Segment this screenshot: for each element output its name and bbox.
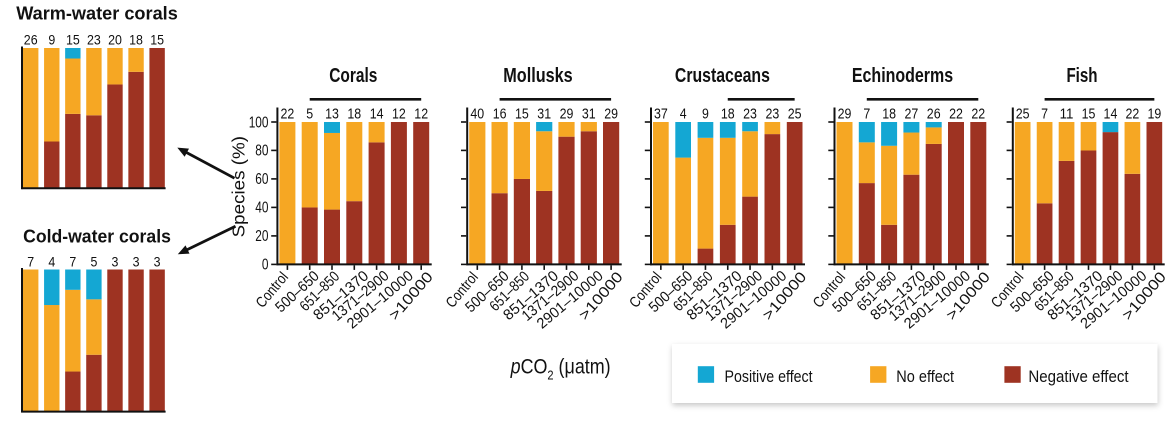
svg-text:40: 40	[255, 200, 268, 217]
svg-text:Cold-water corals: Cold-water corals	[23, 225, 171, 246]
svg-text:12: 12	[392, 106, 406, 122]
svg-text:100: 100	[249, 114, 269, 131]
svg-text:3: 3	[154, 253, 161, 269]
svg-text:Warm-water corals: Warm-water corals	[16, 3, 178, 24]
svg-text:37: 37	[654, 106, 668, 122]
svg-text:13: 13	[325, 106, 339, 122]
svg-text:14: 14	[1104, 106, 1118, 122]
svg-text:7: 7	[1041, 106, 1048, 122]
svg-text:18: 18	[882, 106, 896, 122]
svg-text:25: 25	[1016, 106, 1030, 122]
svg-text:23: 23	[743, 106, 757, 122]
svg-text:12: 12	[414, 106, 428, 122]
svg-text:31: 31	[582, 106, 596, 122]
svg-text:22: 22	[949, 106, 963, 122]
svg-text:20: 20	[108, 31, 122, 47]
svg-text:Positive effect: Positive effect	[725, 367, 813, 386]
svg-text:Negative effect: Negative effect	[1028, 367, 1128, 386]
svg-text:18: 18	[721, 106, 735, 122]
svg-text:Mollusks: Mollusks	[503, 65, 572, 87]
svg-text:9: 9	[702, 106, 709, 122]
svg-text:31: 31	[537, 106, 551, 122]
svg-text:23: 23	[87, 31, 101, 47]
svg-text:Species (%): Species (%)	[229, 136, 249, 237]
svg-text:22: 22	[281, 106, 295, 122]
svg-text:20: 20	[255, 228, 268, 245]
svg-text:7: 7	[27, 253, 34, 269]
svg-text:No effect: No effect	[896, 367, 954, 386]
svg-text:3: 3	[112, 253, 119, 269]
svg-text:40: 40	[470, 106, 484, 122]
svg-text:Crustaceans: Crustaceans	[675, 65, 770, 87]
svg-text:5: 5	[306, 106, 313, 122]
svg-text:9: 9	[48, 31, 55, 47]
svg-text:7: 7	[69, 253, 76, 269]
svg-text:25: 25	[788, 106, 802, 122]
svg-text:15: 15	[66, 31, 80, 47]
svg-text:23: 23	[765, 106, 779, 122]
svg-text:26: 26	[927, 106, 941, 122]
svg-text:Corals: Corals	[329, 65, 377, 87]
svg-text:18: 18	[347, 106, 361, 122]
svg-text:4: 4	[48, 253, 55, 269]
svg-text:22: 22	[1126, 106, 1140, 122]
svg-text:15: 15	[1082, 106, 1096, 122]
svg-text:pCO2 (μatm): pCO2 (μatm)	[510, 355, 611, 383]
svg-text:14: 14	[370, 106, 384, 122]
svg-text:16: 16	[493, 106, 507, 122]
svg-text:15: 15	[150, 31, 164, 47]
svg-text:22: 22	[971, 106, 985, 122]
svg-text:60: 60	[255, 171, 268, 188]
svg-text:4: 4	[680, 106, 687, 122]
svg-text:18: 18	[129, 31, 143, 47]
svg-text:27: 27	[905, 106, 919, 122]
svg-text:11: 11	[1060, 106, 1074, 122]
svg-text:15: 15	[515, 106, 529, 122]
svg-text:Echinoderms: Echinoderms	[852, 65, 953, 87]
svg-text:29: 29	[560, 106, 574, 122]
svg-text:29: 29	[838, 106, 852, 122]
svg-text:29: 29	[604, 106, 618, 122]
svg-text:5: 5	[90, 253, 97, 269]
svg-text:0: 0	[262, 257, 269, 274]
svg-text:80: 80	[255, 143, 268, 160]
svg-text:Fish: Fish	[1066, 65, 1097, 87]
svg-text:26: 26	[24, 31, 38, 47]
svg-text:7: 7	[863, 106, 870, 122]
svg-text:19: 19	[1147, 106, 1161, 122]
svg-text:3: 3	[133, 253, 140, 269]
